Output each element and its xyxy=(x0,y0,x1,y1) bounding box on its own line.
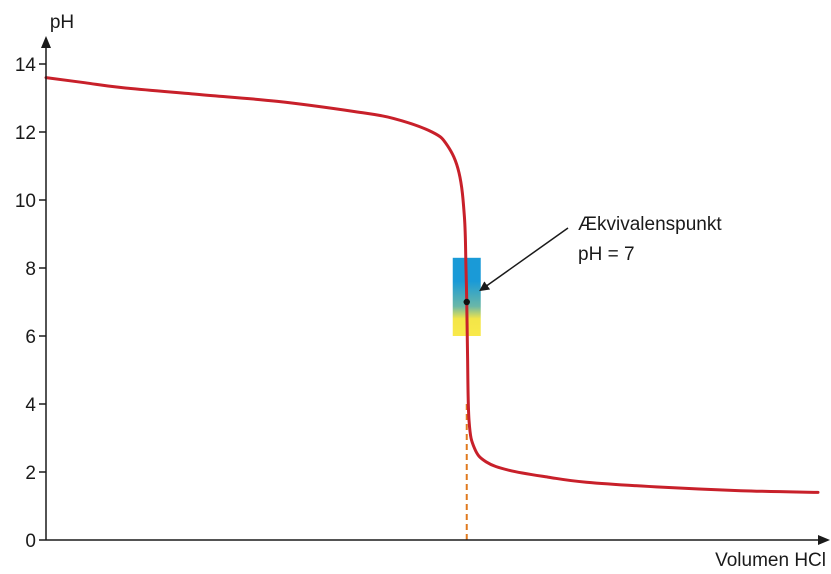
y-tick-label: 12 xyxy=(15,123,36,144)
titration-curve-line xyxy=(44,76,820,494)
annotation-label-line1: Ækvivalenspunkt xyxy=(578,214,722,235)
annotation-label-line2: pH = 7 xyxy=(578,244,635,265)
y-axis-arrowhead xyxy=(41,36,51,48)
annotation-arrow xyxy=(479,227,569,292)
x-axis-arrowhead xyxy=(818,535,830,545)
y-tick-label: 8 xyxy=(25,259,36,280)
y-tick-label: 2 xyxy=(25,463,36,484)
y-tick-label: 0 xyxy=(25,531,36,552)
y-axis-label: pH xyxy=(50,12,74,33)
y-ticks-group: 0 2 4 6 8 10 12 14 xyxy=(15,55,46,552)
y-tick-label: 14 xyxy=(15,55,37,76)
x-axis-label: Volumen HCl xyxy=(715,550,826,571)
y-tick-label: 4 xyxy=(25,395,36,416)
y-tick-label: 10 xyxy=(15,191,36,212)
equivalence-point-marker xyxy=(463,298,470,306)
y-tick-label: 6 xyxy=(25,327,36,348)
